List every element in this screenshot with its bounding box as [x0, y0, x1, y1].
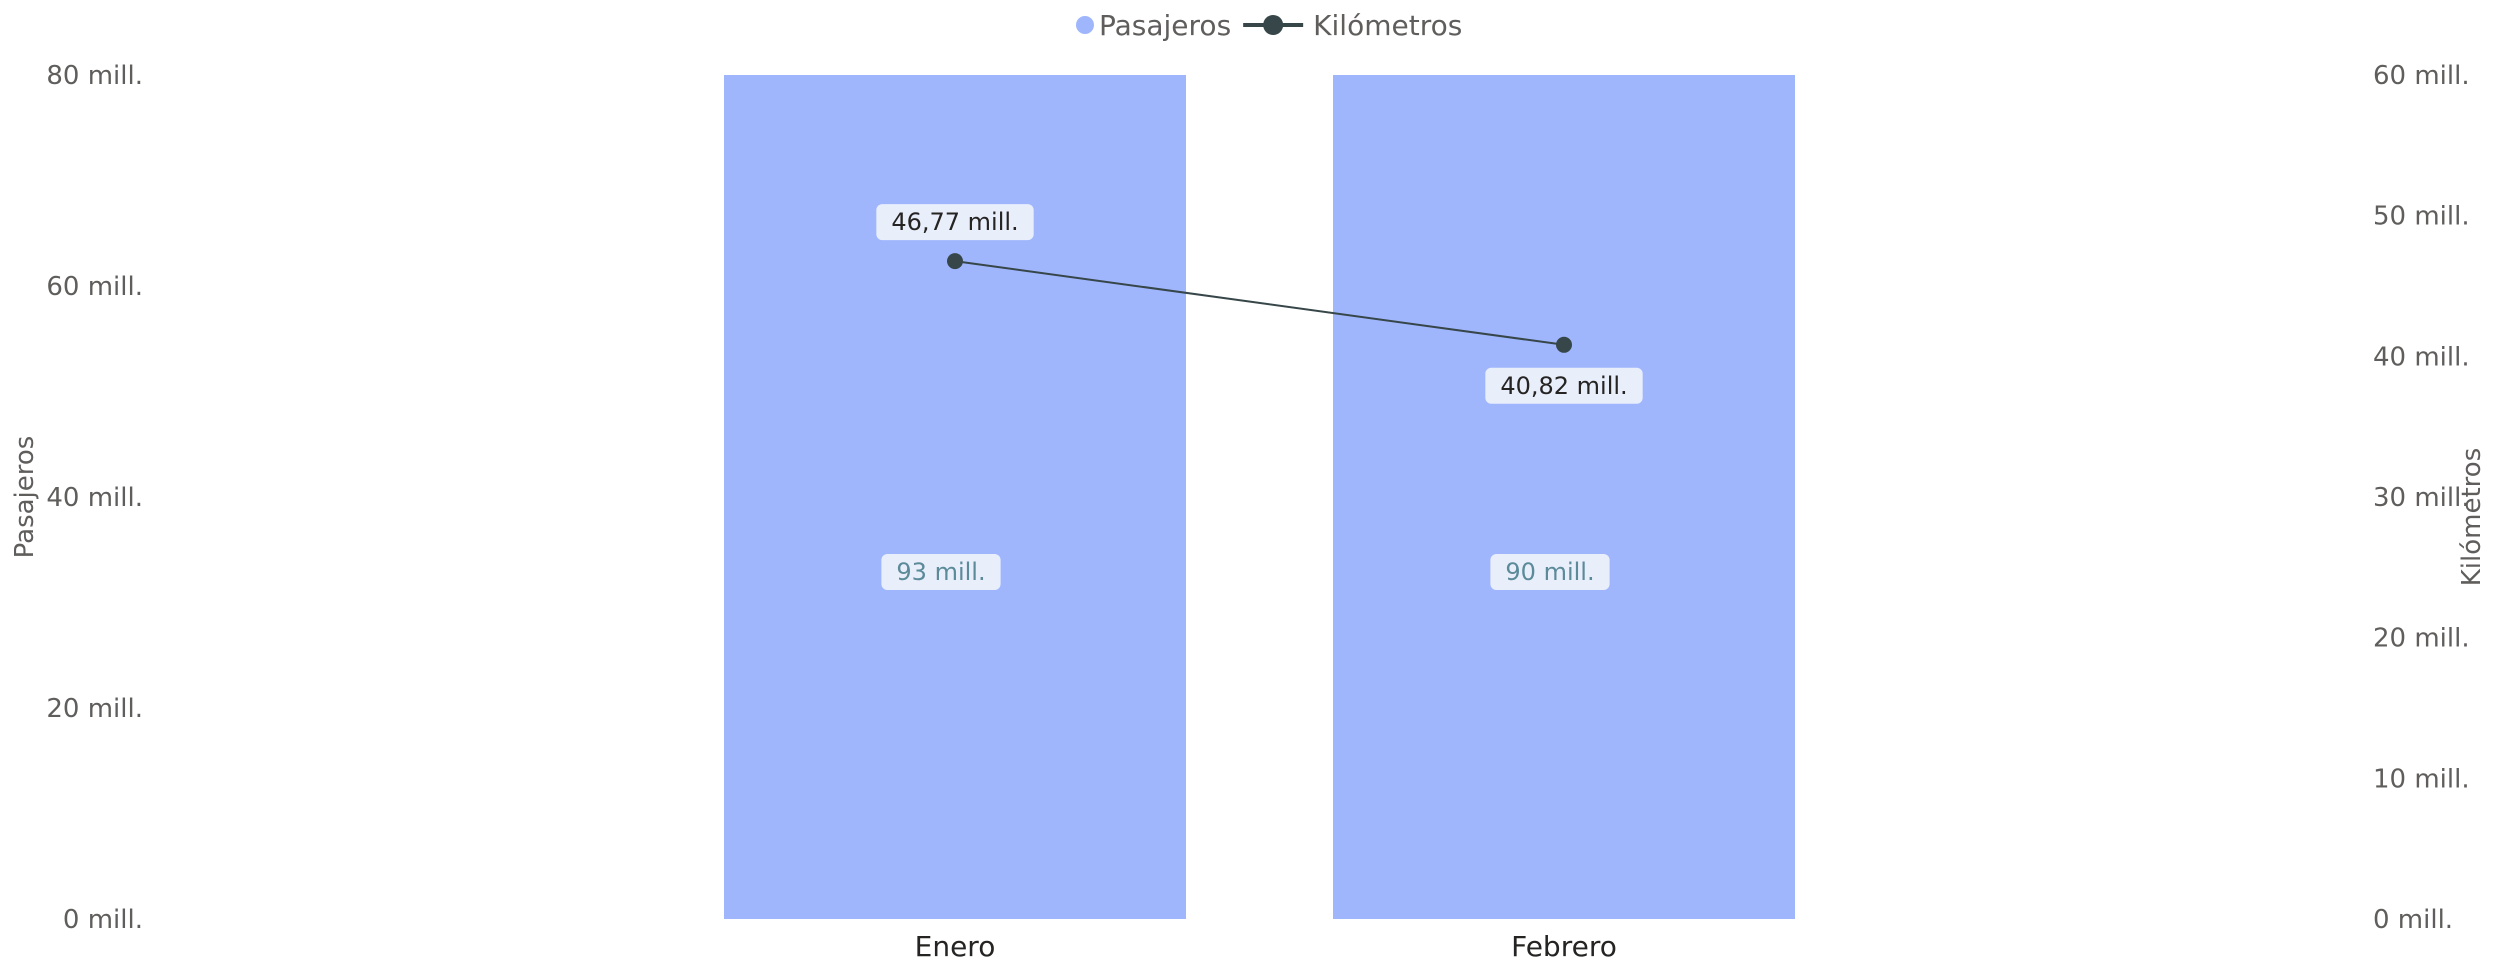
category-axis: Enero Febrero — [915, 930, 1617, 961]
bar — [724, 75, 1186, 919]
bar — [1333, 75, 1795, 919]
right-tick-label: 20 mill. — [2373, 624, 2470, 654]
legend: Pasajeros Kilómetros — [1076, 9, 1462, 42]
line-point — [1556, 337, 1572, 353]
left-tick-label: 40 mill. — [46, 483, 143, 513]
right-tick-label: 10 mill. — [2373, 764, 2470, 794]
category-label: Enero — [915, 930, 996, 961]
legend-label-kilometros: Kilómetros — [1313, 9, 1462, 42]
legend-label-pasajeros: Pasajeros — [1099, 9, 1231, 42]
right-axis-title: Kilómetros — [2457, 448, 2487, 587]
legend-marker-point — [1263, 15, 1283, 35]
left-axis: 0 mill. 20 mill. 40 mill. 60 mill. 80 mill. P… — [10, 61, 143, 935]
right-tick-label: 40 mill. — [2373, 342, 2470, 372]
left-axis-title: Pasajeros — [10, 436, 40, 559]
right-axis: 0 mill. 10 mill. 20 mill. 30 mill. 40 mill. 5… — [2373, 61, 2487, 935]
bar-data-label: 93 mill. — [896, 558, 985, 586]
category-label: Febrero — [1511, 930, 1617, 961]
left-tick-label: 60 mill. — [46, 272, 143, 302]
left-tick-label: 0 mill. — [63, 905, 143, 935]
right-tick-label: 50 mill. — [2373, 202, 2470, 232]
right-tick-label: 0 mill. — [2373, 905, 2453, 935]
line-data-label: 46,77 mill. — [891, 208, 1018, 236]
right-tick-label: 30 mill. — [2373, 483, 2470, 513]
bar-series — [724, 75, 1795, 919]
left-tick-label: 20 mill. — [46, 694, 143, 724]
line-data-label: 40,82 mill. — [1500, 372, 1627, 400]
right-tick-label: 60 mill. — [2373, 61, 2470, 91]
legend-marker-bar — [1076, 16, 1094, 34]
line-point — [947, 253, 963, 269]
bar-data-label: 90 mill. — [1505, 558, 1594, 586]
left-tick-label: 80 mill. — [46, 61, 143, 91]
